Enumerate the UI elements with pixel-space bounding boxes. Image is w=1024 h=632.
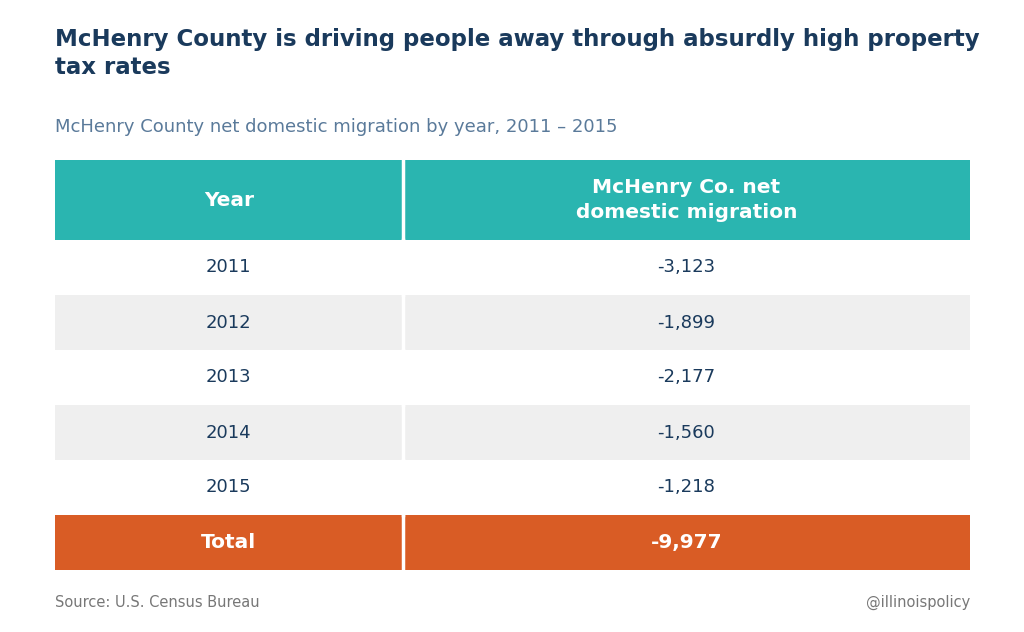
Bar	[402, 405, 970, 460]
Bar	[55, 350, 402, 405]
Bar	[402, 350, 970, 405]
Bar	[55, 160, 402, 240]
Text: 2015: 2015	[206, 478, 252, 497]
Bar	[55, 515, 402, 570]
Text: -1,899: -1,899	[657, 313, 716, 332]
Text: -2,177: -2,177	[657, 368, 716, 387]
Text: -3,123: -3,123	[657, 258, 716, 277]
Bar	[402, 295, 970, 350]
Text: -9,977: -9,977	[650, 533, 722, 552]
Text: 2014: 2014	[206, 423, 252, 442]
Text: 2013: 2013	[206, 368, 252, 387]
Bar	[402, 160, 970, 240]
Text: -1,560: -1,560	[657, 423, 715, 442]
Text: Total: Total	[202, 533, 256, 552]
Bar	[402, 460, 970, 515]
Text: McHenry Co. net
domestic migration: McHenry Co. net domestic migration	[575, 178, 797, 222]
Bar	[55, 405, 402, 460]
Text: McHenry County net domestic migration by year, 2011 – 2015: McHenry County net domestic migration by…	[55, 118, 617, 136]
Text: 2012: 2012	[206, 313, 252, 332]
Bar	[55, 240, 402, 295]
Bar	[402, 515, 970, 570]
Text: Year: Year	[204, 190, 254, 209]
Bar	[55, 295, 402, 350]
Text: @illinoispolicy: @illinoispolicy	[865, 595, 970, 610]
Bar	[55, 460, 402, 515]
Text: Source: U.S. Census Bureau: Source: U.S. Census Bureau	[55, 595, 260, 610]
Text: McHenry County is driving people away through absurdly high property
tax rates: McHenry County is driving people away th…	[55, 28, 980, 78]
Text: -1,218: -1,218	[657, 478, 716, 497]
Bar	[402, 240, 970, 295]
Text: 2011: 2011	[206, 258, 252, 277]
